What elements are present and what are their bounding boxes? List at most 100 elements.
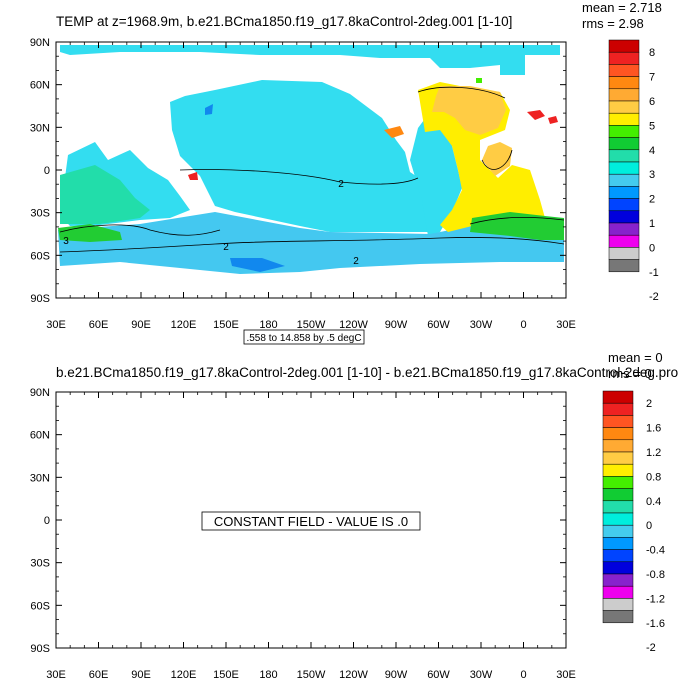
colorbar-box [602, 512, 634, 526]
contour-label: 2 [338, 179, 344, 190]
colorbar-box [602, 585, 634, 599]
colorbar-box [608, 247, 640, 260]
x-tick-label: 60W [427, 669, 450, 681]
colorbar-box [608, 64, 640, 77]
colorbar-box [602, 427, 634, 441]
y-tick-label: 30N [30, 472, 50, 484]
orange-patch-gulf [384, 126, 404, 138]
panel-1-rms: rms = 2.98 [582, 16, 644, 31]
x-tick-label: 60W [427, 319, 450, 331]
panel-2-colorbar: 2 1.6 1.2 0.8 0.4 0 -0.4 -0.8 -1.2 -1.6 -2 [602, 390, 665, 654]
colorbar-box [602, 463, 634, 477]
colorbar-label: 0.4 [646, 496, 661, 508]
colorbar-box [602, 476, 634, 489]
y-tick-label: 30S [30, 208, 50, 220]
colorbar-box [602, 451, 634, 465]
colorbar-box [602, 402, 634, 416]
colorbar-box [608, 76, 640, 90]
x-tick-label: 90W [385, 319, 408, 331]
colorbar-box [608, 186, 640, 199]
atlantic-warmer-region [432, 86, 506, 135]
y-tick-label: 30S [30, 558, 50, 570]
y-tick-label: 60N [30, 430, 50, 442]
indian-teal-region [60, 165, 150, 224]
colorbar-box [608, 125, 640, 138]
x-tick-label: 0 [520, 319, 526, 331]
panel-1-map: 2 2 2 3 [58, 45, 565, 274]
panel-1-mean: mean = 2.718 [582, 0, 662, 15]
colorbar-label: -0.4 [646, 545, 665, 557]
colorbar-label: 7 [649, 72, 655, 84]
colorbar-label: 2 [649, 194, 655, 206]
colorbar-label: 0.8 [646, 471, 661, 483]
x-tick-label: 150W [297, 669, 326, 681]
y-tick-label: 90S [30, 293, 50, 305]
panel-1: TEMP at z=1968.9m, b.e21.BCma1850.f19_g1… [30, 0, 662, 345]
colorbar-label: 6 [649, 96, 655, 108]
panel-1-colorbar: 8 7 6 5 4 3 2 1 0 -1 -2 [608, 39, 659, 303]
green-spot-arctic [476, 78, 482, 83]
contour-2-north [179, 169, 419, 185]
panel-1-ticks [55, 41, 567, 299]
y-tick-label: 90S [30, 643, 50, 655]
colorbar-label: 2 [646, 398, 652, 410]
x-tick-label: 30E [556, 319, 576, 331]
panel-2-rms: rms = 0 [608, 366, 652, 381]
y-tick-label: 30N [30, 122, 50, 134]
colorbar-box [608, 198, 640, 212]
colorbar-label: 1.2 [646, 447, 661, 459]
y-tick-label: 60S [30, 250, 50, 262]
panel-2-ticks [55, 391, 567, 649]
colorbar-box [608, 161, 640, 175]
x-tick-label: 30W [470, 319, 493, 331]
colorbar-box [608, 88, 640, 102]
colorbar-label: -1 [649, 267, 659, 279]
southern-green-band [470, 212, 564, 240]
x-tick-label: 120W [339, 669, 368, 681]
x-tick-label: 90E [131, 669, 151, 681]
panel-1-title: TEMP at z=1968.9m, b.e21.BCma1850.f19_g1… [56, 14, 512, 29]
colorbar-box [602, 415, 634, 428]
colorbar-box [608, 210, 640, 224]
colorbar-box [608, 112, 640, 126]
pacific-ocean [170, 80, 445, 232]
atlantic-subtropic-orange [482, 142, 512, 176]
colorbar-label: 3 [649, 169, 655, 181]
arctic-ocean [60, 45, 560, 75]
contour-3 [59, 216, 565, 236]
mediterranean-red-patch [527, 110, 545, 120]
panel-2-axis-labels: 90N 60N 30N 0 30S 60S 90S 30E 60E 90E 120E 150E 180 1… [30, 387, 576, 681]
constant-field-label: CONSTANT FIELD - VALUE IS .0 [214, 514, 408, 529]
colorbar-box [608, 39, 640, 53]
colorbar-label: -1.6 [646, 618, 665, 630]
x-tick-label: 30E [46, 319, 66, 331]
colorbar-box [602, 537, 634, 550]
panel-1-info-label: .558 to 14.858 by .5 degC [246, 333, 361, 344]
x-tick-label: 120E [171, 319, 197, 331]
x-tick-label: 150E [213, 319, 239, 331]
y-tick-label: 60N [30, 80, 50, 92]
colorbar-box [602, 500, 634, 514]
colorbar-box [602, 549, 634, 563]
colorbar-box [608, 234, 640, 248]
colorbar-box [602, 610, 634, 624]
contour-atlantic [417, 86, 513, 170]
colorbar-label: -1.2 [646, 593, 665, 605]
x-tick-label: 60E [89, 319, 109, 331]
x-tick-label: 90E [131, 319, 151, 331]
colorbar-label: -0.8 [646, 569, 665, 581]
contour-label: 2 [353, 256, 359, 267]
colorbar-box [602, 390, 634, 404]
atlantic-warm-region [418, 82, 545, 232]
colorbar-box [602, 598, 634, 611]
colorbar-label: -2 [646, 642, 656, 654]
y-tick-label: 90N [30, 37, 50, 49]
x-tick-label: 120W [339, 319, 368, 331]
colorbar-box [608, 149, 640, 163]
colorbar-box [602, 488, 634, 502]
panel-2-title: b.e21.BCma1850.f19_g17.8kaControl-2deg.0… [56, 365, 678, 380]
y-tick-label: 60S [30, 600, 50, 612]
red-spot-east [548, 116, 558, 124]
y-tick-label: 0 [44, 515, 50, 527]
contour-label: 3 [63, 236, 69, 247]
